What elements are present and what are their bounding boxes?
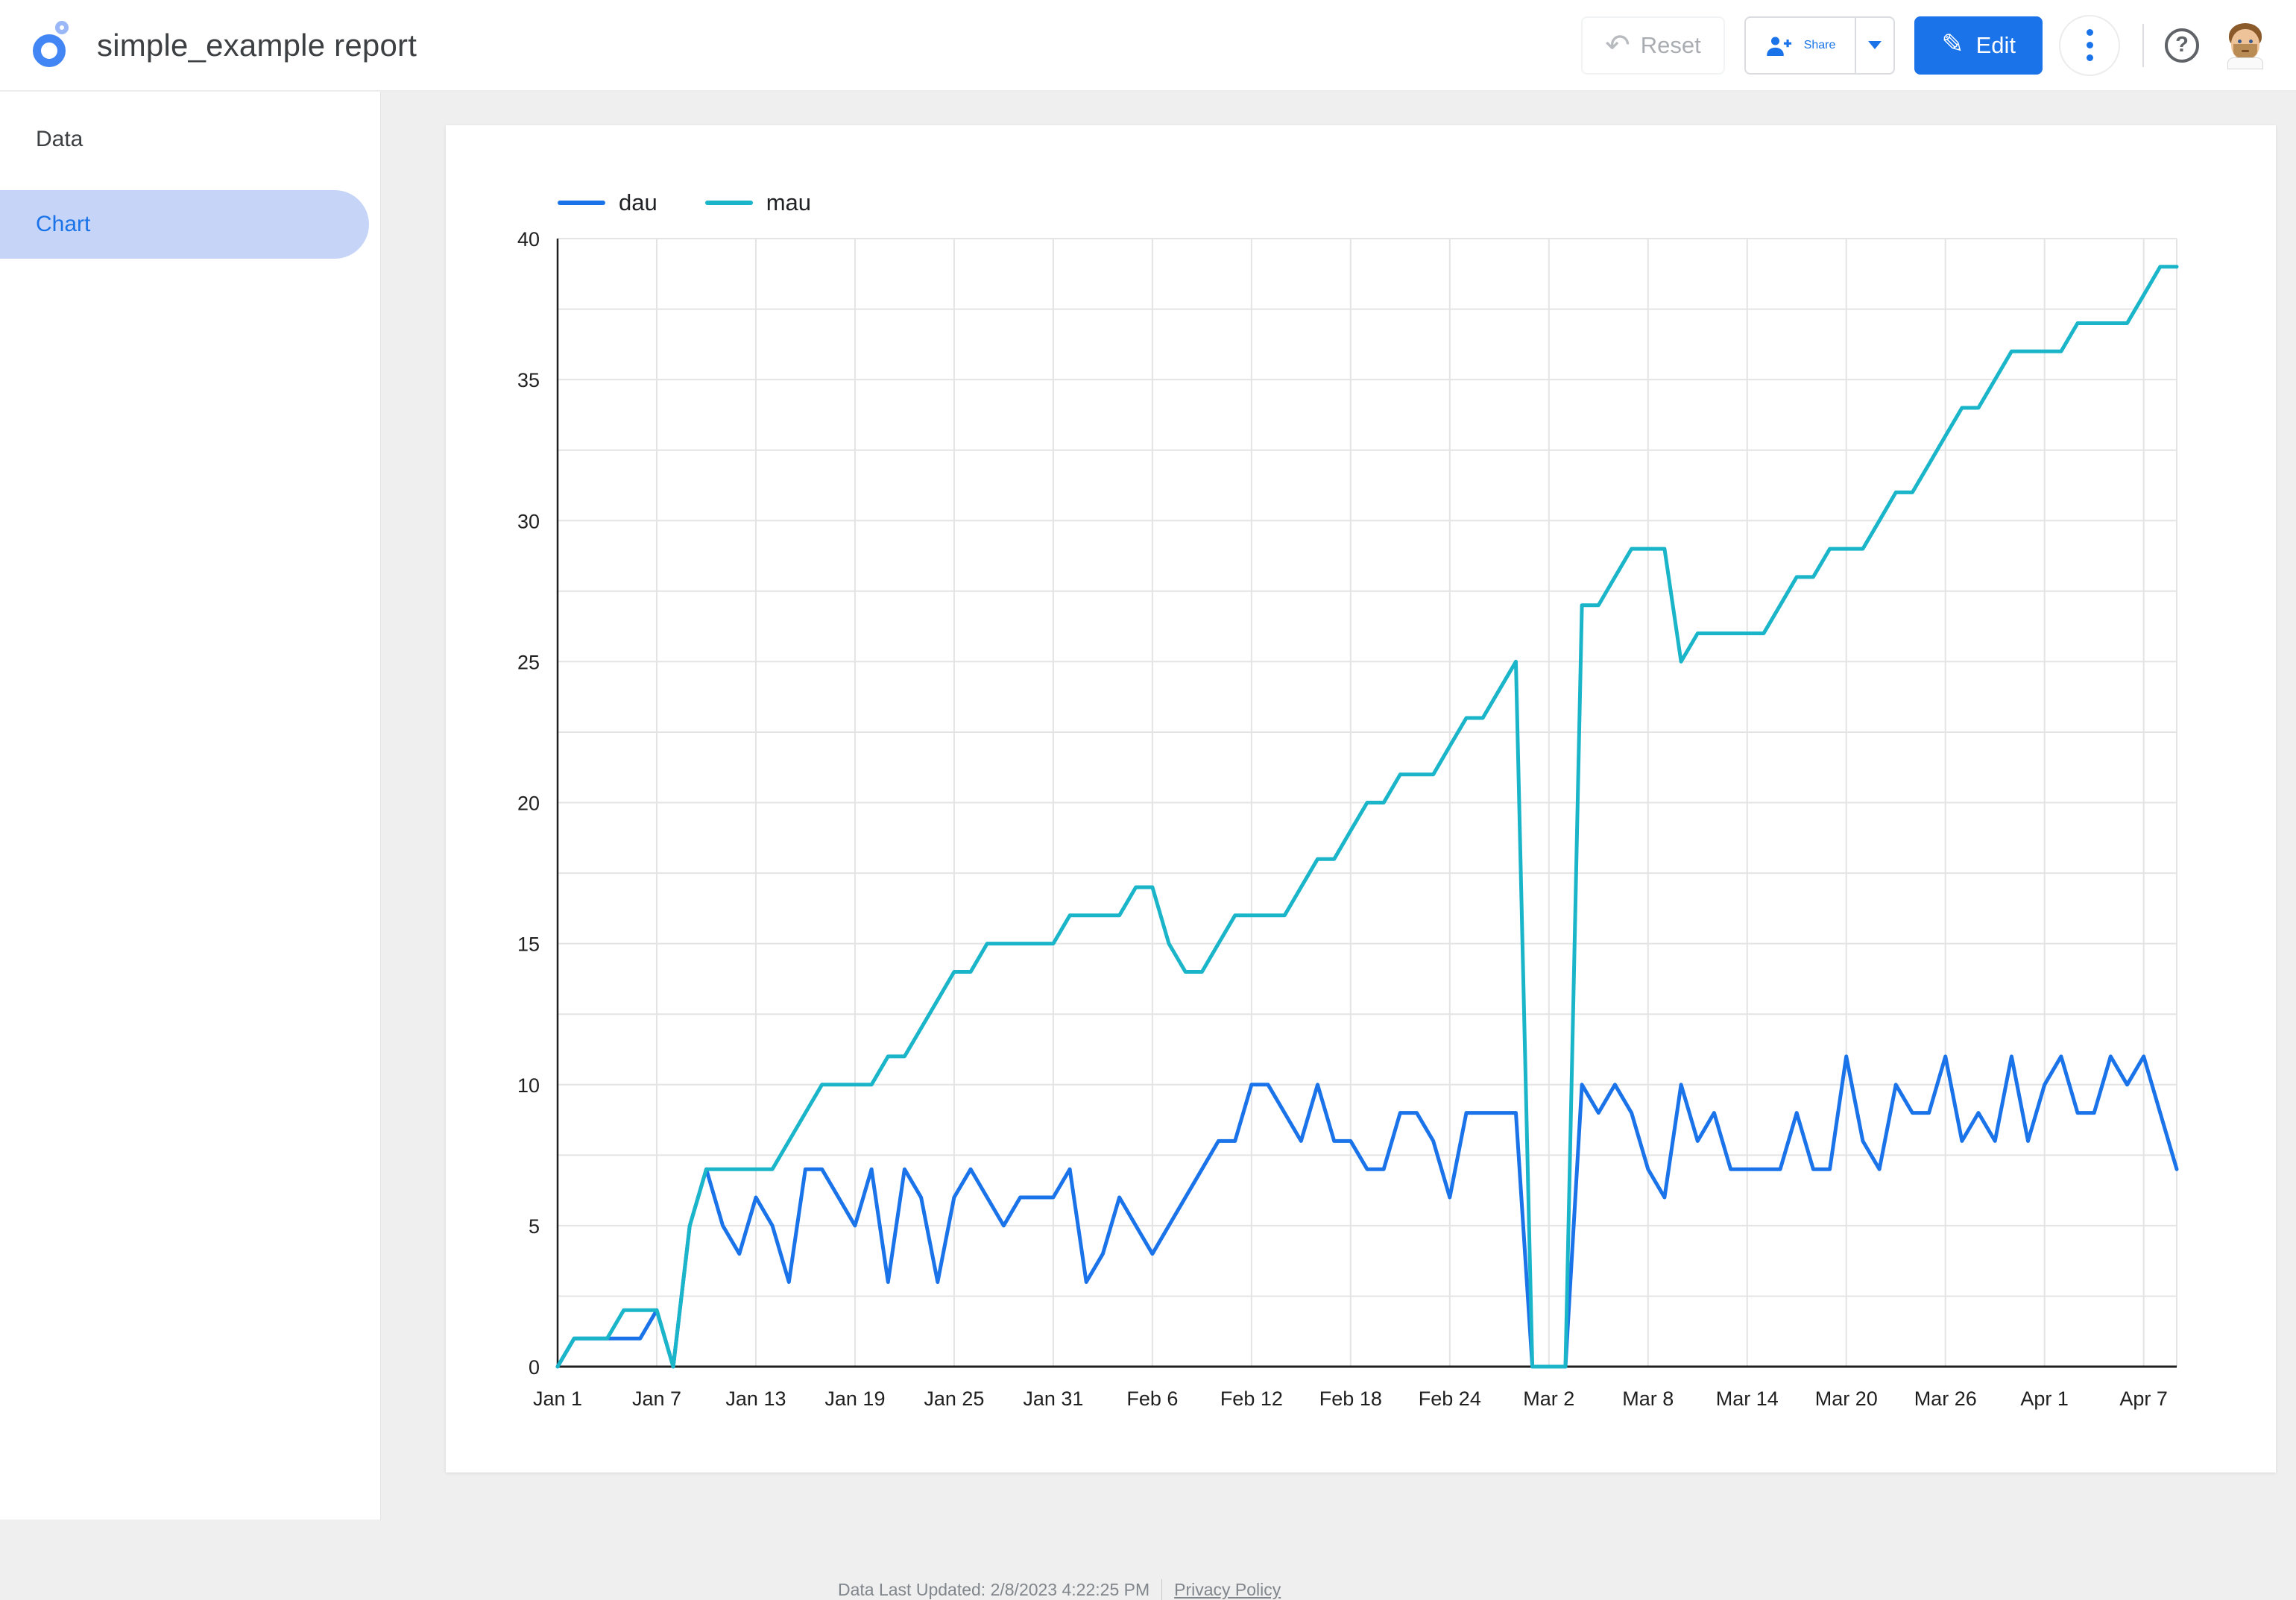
- pencil-icon: ✎: [1941, 31, 1964, 57]
- avatar-eye: [2238, 40, 2242, 43]
- x-tick-label: Jan 19: [824, 1388, 885, 1410]
- app-header: simple_example report ↶ Reset Share ✎: [0, 0, 2296, 91]
- x-tick-label: Apr 1: [2020, 1388, 2069, 1410]
- x-tick-label: Mar 8: [1622, 1388, 1674, 1410]
- looker-studio-logo-icon: [31, 21, 78, 70]
- x-tick-label: Jan 7: [632, 1388, 681, 1410]
- more-options-menu-button[interactable]: [2059, 15, 2120, 76]
- logo-small-circle: [55, 21, 69, 34]
- x-tick-label: Mar 20: [1815, 1388, 1878, 1410]
- y-tick-label: 20: [517, 793, 540, 815]
- privacy-policy-link[interactable]: Privacy Policy: [1174, 1580, 1281, 1600]
- y-tick-label: 30: [517, 510, 540, 532]
- x-tick-label: Jan 31: [1023, 1388, 1083, 1410]
- y-tick-label: 25: [517, 651, 540, 673]
- y-tick-label: 15: [517, 933, 540, 956]
- y-tick-label: 10: [517, 1074, 540, 1097]
- edit-button-label: Edit: [1976, 32, 2016, 59]
- series-line-dau: [558, 1056, 2177, 1367]
- x-tick-label: Feb 24: [1419, 1388, 1481, 1410]
- header-divider: [2142, 24, 2144, 67]
- share-button-label: Share: [1804, 39, 1836, 52]
- time-series-line-chart[interactable]: 0 5 10 15 20 25 30 35 40 Jan 1 Jan 7 Jan 13 Jan 19 Ja…: [446, 125, 2276, 1460]
- avatar-shirt: [2227, 57, 2263, 69]
- data-last-updated-text: Data Last Updated: 2/8/2023 4:22:25 PM: [838, 1580, 1149, 1600]
- logo-big-circle: [33, 34, 66, 67]
- share-button[interactable]: Share: [1746, 18, 1855, 73]
- undo-icon: ↶: [1605, 31, 1630, 60]
- kebab-dot: [2087, 29, 2093, 36]
- reset-button[interactable]: ↶ Reset: [1581, 16, 1725, 75]
- y-tick-label: 40: [517, 228, 540, 251]
- user-avatar[interactable]: [2221, 22, 2269, 69]
- header-actions: ↶ Reset Share ✎ Edit: [1581, 15, 2269, 76]
- report-footer: Data Last Updated: 2/8/2023 4:22:25 PM P…: [838, 1579, 1281, 1600]
- share-button-group: Share: [1744, 16, 1896, 75]
- x-tick-label: Apr 7: [2119, 1388, 2168, 1410]
- reset-button-label: Reset: [1641, 32, 1701, 59]
- footer-divider: [1161, 1579, 1162, 1600]
- x-tick-label: Mar 2: [1523, 1388, 1574, 1410]
- sidebar-item-data[interactable]: Data: [0, 105, 380, 174]
- x-tick-label: Feb 18: [1319, 1388, 1382, 1410]
- report-title: simple_example report: [97, 28, 417, 63]
- share-options-dropdown[interactable]: [1855, 18, 1893, 73]
- kebab-dot: [2087, 42, 2093, 48]
- kebab-dot: [2087, 54, 2093, 61]
- x-tick-label: Feb 12: [1220, 1388, 1283, 1410]
- help-button[interactable]: ?: [2165, 28, 2199, 63]
- x-tick-label: Mar 26: [1914, 1388, 1977, 1410]
- edit-button[interactable]: ✎ Edit: [1914, 16, 2043, 75]
- y-tick-label: 35: [517, 369, 540, 391]
- x-tick-label: Feb 6: [1126, 1388, 1178, 1410]
- x-tick-label: Jan 25: [924, 1388, 984, 1410]
- page-sidebar: Data Chart: [0, 92, 381, 1519]
- x-tick-label: Jan 13: [725, 1388, 786, 1410]
- y-tick-label: 0: [529, 1356, 540, 1379]
- x-tick-label: Jan 1: [533, 1388, 582, 1410]
- avatar-eye: [2249, 40, 2253, 43]
- y-tick-label: 5: [529, 1215, 540, 1238]
- chevron-down-icon: [1868, 41, 1882, 49]
- avatar-mouth: [2242, 50, 2249, 52]
- sidebar-item-chart[interactable]: Chart: [0, 190, 369, 259]
- x-tick-label: Mar 14: [1716, 1388, 1779, 1410]
- person-add-icon: [1765, 32, 1792, 59]
